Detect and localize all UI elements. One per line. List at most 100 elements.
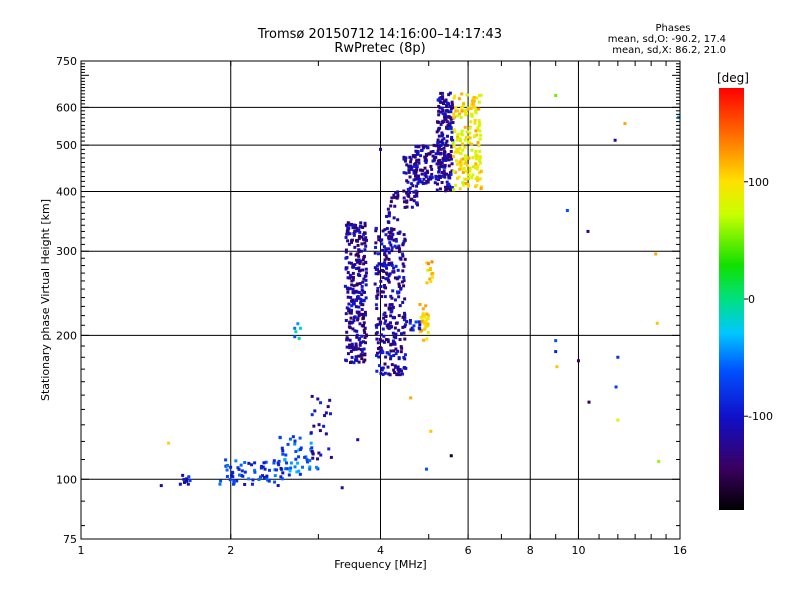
data-point <box>397 282 401 286</box>
data-point <box>445 101 449 105</box>
data-point <box>358 341 362 345</box>
data-point <box>443 115 447 119</box>
data-point <box>377 235 381 239</box>
data-point <box>478 156 482 160</box>
data-point <box>349 252 353 256</box>
data-point <box>454 105 458 109</box>
data-point <box>350 300 354 304</box>
data-point <box>327 447 331 451</box>
data-point <box>392 270 396 274</box>
data-point <box>446 123 450 127</box>
data-point <box>247 477 251 481</box>
data-point <box>253 470 257 474</box>
data-point <box>288 437 292 441</box>
data-point <box>352 284 356 288</box>
data-point <box>243 482 247 486</box>
data-point <box>361 312 365 316</box>
data-point <box>238 473 242 477</box>
data-point <box>677 115 681 119</box>
data-point <box>361 353 365 357</box>
data-point <box>355 333 359 337</box>
data-point <box>243 460 247 464</box>
data-point <box>407 170 411 174</box>
data-point <box>470 142 474 146</box>
data-point <box>447 152 451 156</box>
data-point <box>316 457 320 461</box>
x-tick-label: 8 <box>527 544 534 557</box>
data-point <box>374 241 378 245</box>
data-point <box>392 266 396 270</box>
data-point <box>382 245 386 249</box>
data-point <box>347 261 351 265</box>
data-point <box>405 320 409 324</box>
data-point <box>361 289 365 293</box>
data-point <box>438 126 442 130</box>
data-point <box>384 338 388 342</box>
data-point <box>379 371 383 375</box>
data-point <box>475 155 479 159</box>
data-point <box>322 424 326 428</box>
data-point <box>281 477 285 481</box>
data-point <box>253 461 257 465</box>
data-point <box>274 468 278 472</box>
data-point <box>359 221 363 225</box>
data-point <box>360 357 364 361</box>
data-point <box>393 326 397 330</box>
data-point <box>402 196 406 200</box>
data-point <box>434 144 438 148</box>
y-tick-label: 750 <box>56 55 77 68</box>
data-point <box>350 279 354 283</box>
data-point <box>438 187 442 191</box>
data-point <box>352 300 356 304</box>
data-point <box>554 339 558 343</box>
data-point <box>464 135 468 139</box>
data-point <box>415 150 419 154</box>
data-point <box>396 365 400 369</box>
data-point <box>309 441 313 445</box>
data-point <box>298 472 302 476</box>
data-point <box>357 258 361 262</box>
data-point <box>397 250 401 254</box>
data-point <box>352 319 356 323</box>
data-point <box>408 186 412 190</box>
data-point <box>403 205 407 209</box>
data-point <box>278 435 282 439</box>
data-point <box>474 111 478 115</box>
data-point <box>354 342 358 346</box>
data-point <box>423 315 427 319</box>
data-point <box>425 322 429 326</box>
data-point <box>400 346 404 350</box>
data-point <box>613 138 617 142</box>
data-point <box>389 243 393 247</box>
data-point <box>377 262 381 266</box>
data-point <box>384 277 388 281</box>
data-point <box>412 154 416 158</box>
data-point <box>442 146 446 150</box>
data-point <box>276 484 280 488</box>
data-point <box>475 183 479 187</box>
data-point <box>253 468 257 472</box>
y-tick-label: 300 <box>56 245 77 258</box>
data-point <box>428 267 432 271</box>
data-point <box>319 453 323 457</box>
data-point <box>378 337 382 341</box>
data-point <box>239 463 243 467</box>
data-point <box>219 479 223 483</box>
data-point <box>462 167 466 171</box>
data-point <box>427 152 431 156</box>
data-point <box>228 478 232 482</box>
data-point <box>616 355 620 359</box>
grid-lines <box>81 61 680 539</box>
data-point <box>259 475 263 479</box>
data-point <box>250 463 254 467</box>
data-point <box>390 342 394 346</box>
data-point <box>394 239 398 243</box>
phase-legend-heading: Phases <box>655 23 691 34</box>
data-point <box>345 345 349 349</box>
axes: 1 2 4 6 8 10 16 75 100 200 300 400 500 600 750 Frequenc… <box>39 55 687 571</box>
data-point <box>385 256 389 260</box>
data-point <box>476 140 480 144</box>
data-point <box>439 147 443 151</box>
data-point <box>432 143 436 147</box>
